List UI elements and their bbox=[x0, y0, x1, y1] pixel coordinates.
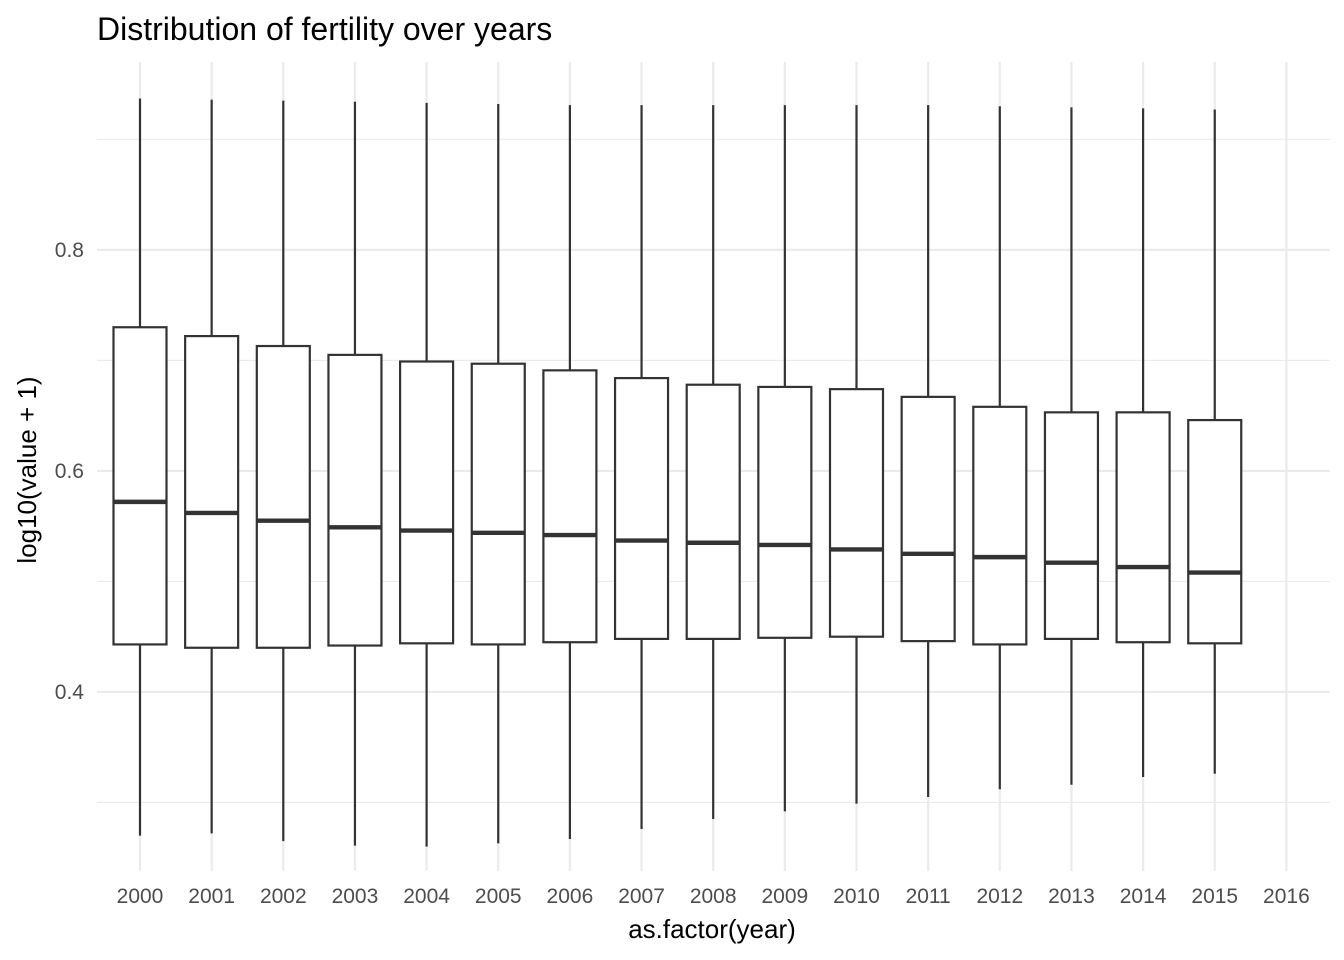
y-tick-label: 0.4 bbox=[55, 681, 85, 704]
y-tick-label: 0.6 bbox=[55, 460, 84, 483]
x-tick-label-2015: 2015 bbox=[1191, 885, 1238, 908]
chart-title: Distribution of fertility over years bbox=[97, 11, 552, 47]
box-iqr bbox=[757, 385, 813, 639]
x-tick-label-2011: 2011 bbox=[906, 885, 951, 908]
y-axis-ticks: 0.4 0.6 0.8 bbox=[55, 239, 85, 704]
x-axis-label: as.factor(year) bbox=[628, 914, 796, 944]
x-tick-label-2008: 2008 bbox=[690, 885, 737, 908]
x-tick-label-2001: 2001 bbox=[188, 885, 235, 908]
box-iqr bbox=[255, 344, 311, 649]
boxes-layer bbox=[112, 98, 1243, 847]
x-tick-label-2014: 2014 bbox=[1120, 885, 1167, 908]
box-iqr bbox=[1187, 418, 1243, 645]
x-tick-label-2009: 2009 bbox=[761, 885, 808, 908]
box-2001 bbox=[184, 99, 240, 834]
box-iqr bbox=[184, 334, 240, 649]
box-2000 bbox=[112, 98, 168, 836]
box-2011 bbox=[900, 105, 956, 797]
box-iqr bbox=[542, 369, 598, 644]
box-iqr bbox=[1043, 411, 1100, 641]
box-iqr bbox=[685, 383, 741, 641]
box-iqr bbox=[327, 353, 383, 647]
box-2015 bbox=[1187, 109, 1243, 774]
x-tick-label-2012: 2012 bbox=[976, 885, 1023, 908]
x-tick-label-2004: 2004 bbox=[403, 885, 450, 908]
x-tick-label-2006: 2006 bbox=[547, 885, 594, 908]
box-2012 bbox=[972, 106, 1028, 790]
box-iqr bbox=[613, 376, 670, 641]
box-iqr bbox=[399, 360, 455, 645]
x-tick-label-2002: 2002 bbox=[260, 885, 307, 908]
box-2007 bbox=[613, 105, 670, 830]
box-2003 bbox=[327, 101, 383, 846]
x-tick-label-2016: 2016 bbox=[1263, 885, 1310, 908]
box-iqr bbox=[1115, 411, 1171, 644]
box-iqr bbox=[470, 362, 526, 646]
box-2010 bbox=[828, 105, 885, 804]
x-tick-label-2013: 2013 bbox=[1048, 885, 1095, 908]
box-2014 bbox=[1115, 108, 1171, 778]
box-2002 bbox=[255, 100, 311, 842]
box-2005 bbox=[470, 103, 526, 844]
x-tick-label-2000: 2000 bbox=[117, 885, 164, 908]
box-iqr bbox=[828, 388, 885, 638]
x-tick-label-2007: 2007 bbox=[618, 885, 665, 908]
box-iqr bbox=[112, 326, 168, 646]
y-tick-label: 0.8 bbox=[55, 239, 84, 262]
box-2013 bbox=[1043, 107, 1100, 785]
x-tick-label-2005: 2005 bbox=[475, 885, 522, 908]
x-axis-ticks: 2000 2001 2002 2003 2004 2005 2006 2007 2008 2009… bbox=[117, 885, 1310, 908]
box-2008 bbox=[685, 105, 741, 820]
box-2006 bbox=[542, 105, 598, 839]
y-axis-label: log10(value + 1) bbox=[12, 376, 42, 563]
box-2004 bbox=[399, 102, 455, 847]
box-iqr bbox=[900, 395, 956, 643]
x-tick-label-2010: 2010 bbox=[833, 885, 880, 908]
x-tick-label-2003: 2003 bbox=[332, 885, 379, 908]
box-iqr bbox=[972, 405, 1028, 646]
box-2009 bbox=[757, 105, 813, 812]
